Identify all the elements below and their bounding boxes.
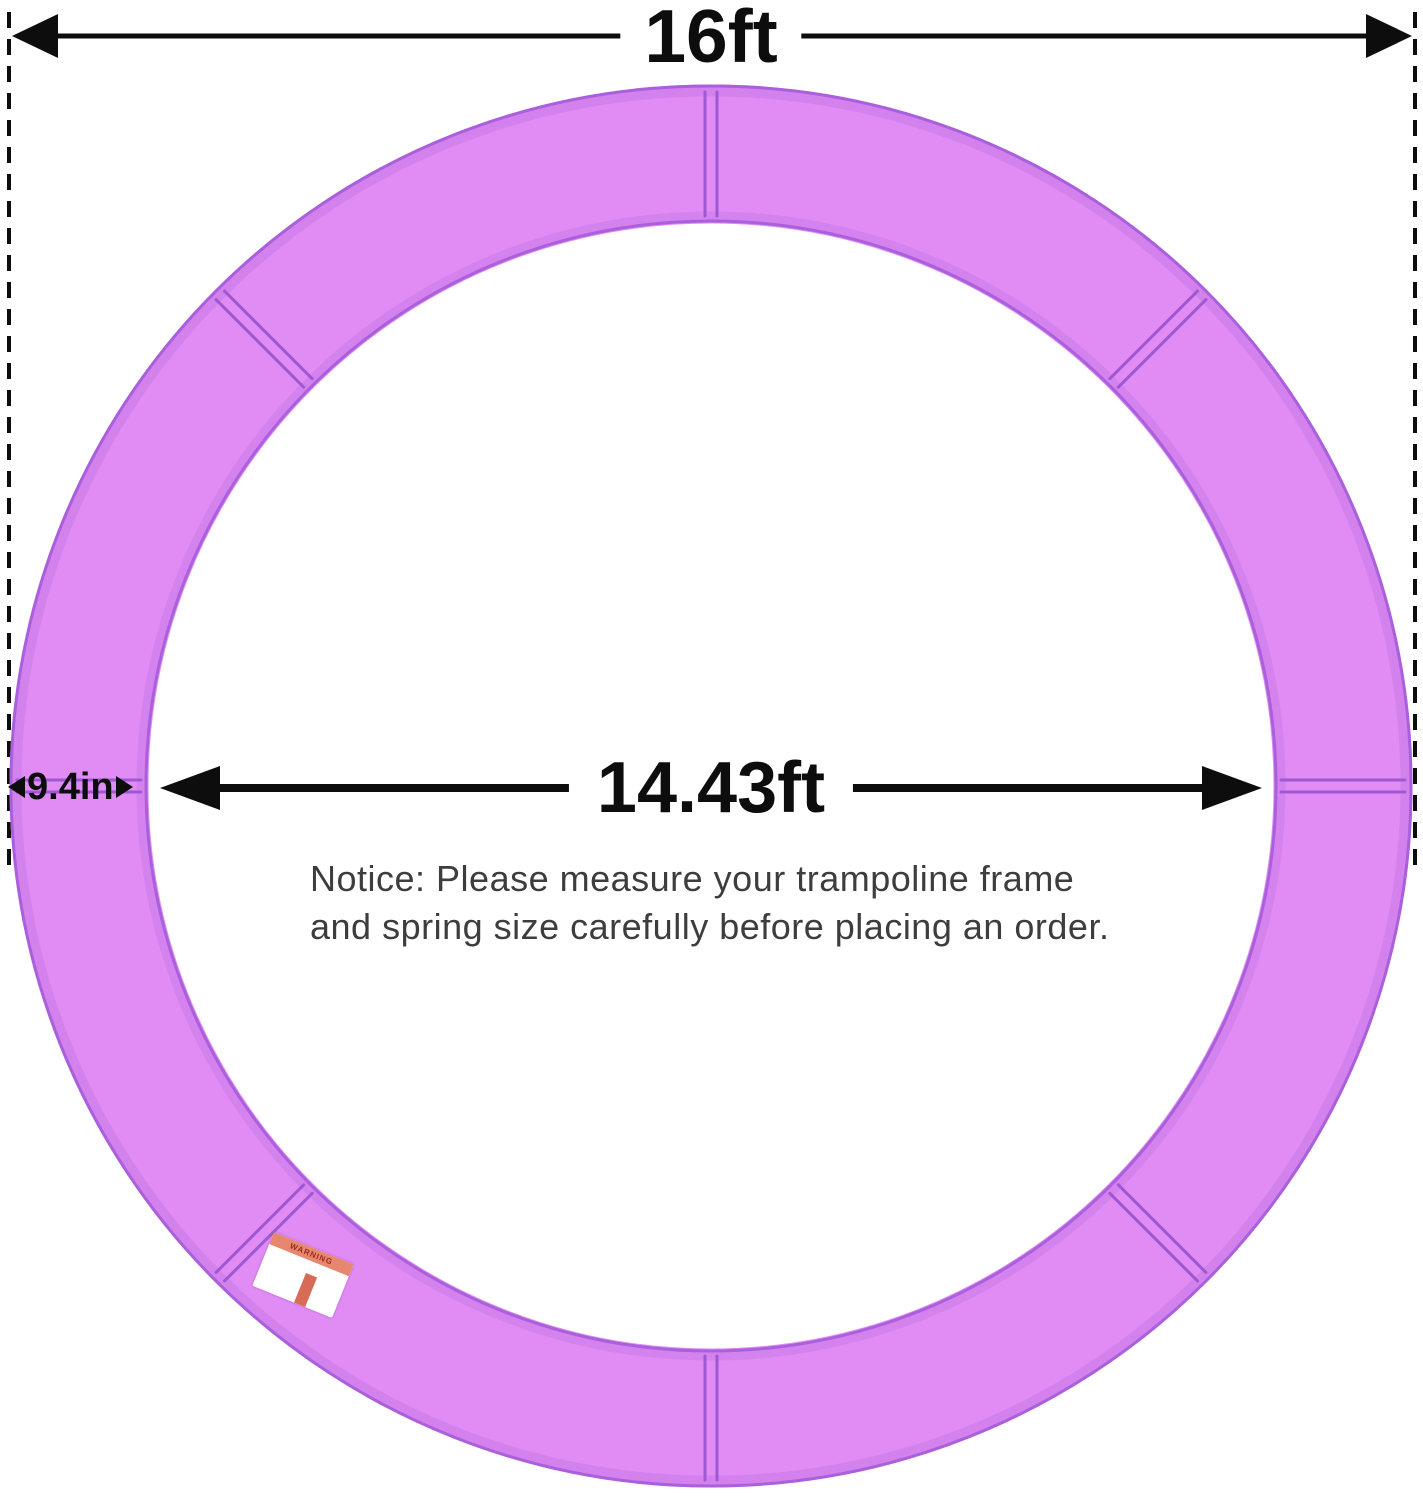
pad-band [9,84,1413,1488]
notice-text: Notice: Please measure your trampoline f… [310,855,1109,951]
pad-ring [9,84,1413,1488]
seam-nw [214,289,314,389]
arrowhead-right-icon [1366,14,1412,58]
notice-line-1: Notice: Please measure your trampoline f… [310,858,1075,899]
pad-inner-edge [144,219,1278,1353]
seam-sw [214,1183,314,1283]
arrowhead-left-icon [160,766,220,810]
pad-width-annotation: 9.4in [8,763,133,811]
pad-segment-seams [15,90,1407,1482]
seam-se [1108,1183,1208,1283]
seam-ne [1108,289,1208,389]
arrowhead-left-icon [12,14,58,58]
arrowhead-right-icon [115,776,133,798]
seam-top [703,90,719,218]
seam-bottom [703,1354,719,1482]
inner-diameter-label: 14.43ft [568,748,854,828]
seam-east [1279,778,1407,794]
arrowhead-left-icon [8,776,25,798]
warning-label-bar [293,1272,318,1308]
notice-line-2: and spring size carefully before placing… [310,906,1110,947]
pad-width-label: 9.4in [27,765,114,808]
arrowhead-right-icon [1202,766,1262,810]
outer-diameter-label: 16ft [620,0,802,80]
